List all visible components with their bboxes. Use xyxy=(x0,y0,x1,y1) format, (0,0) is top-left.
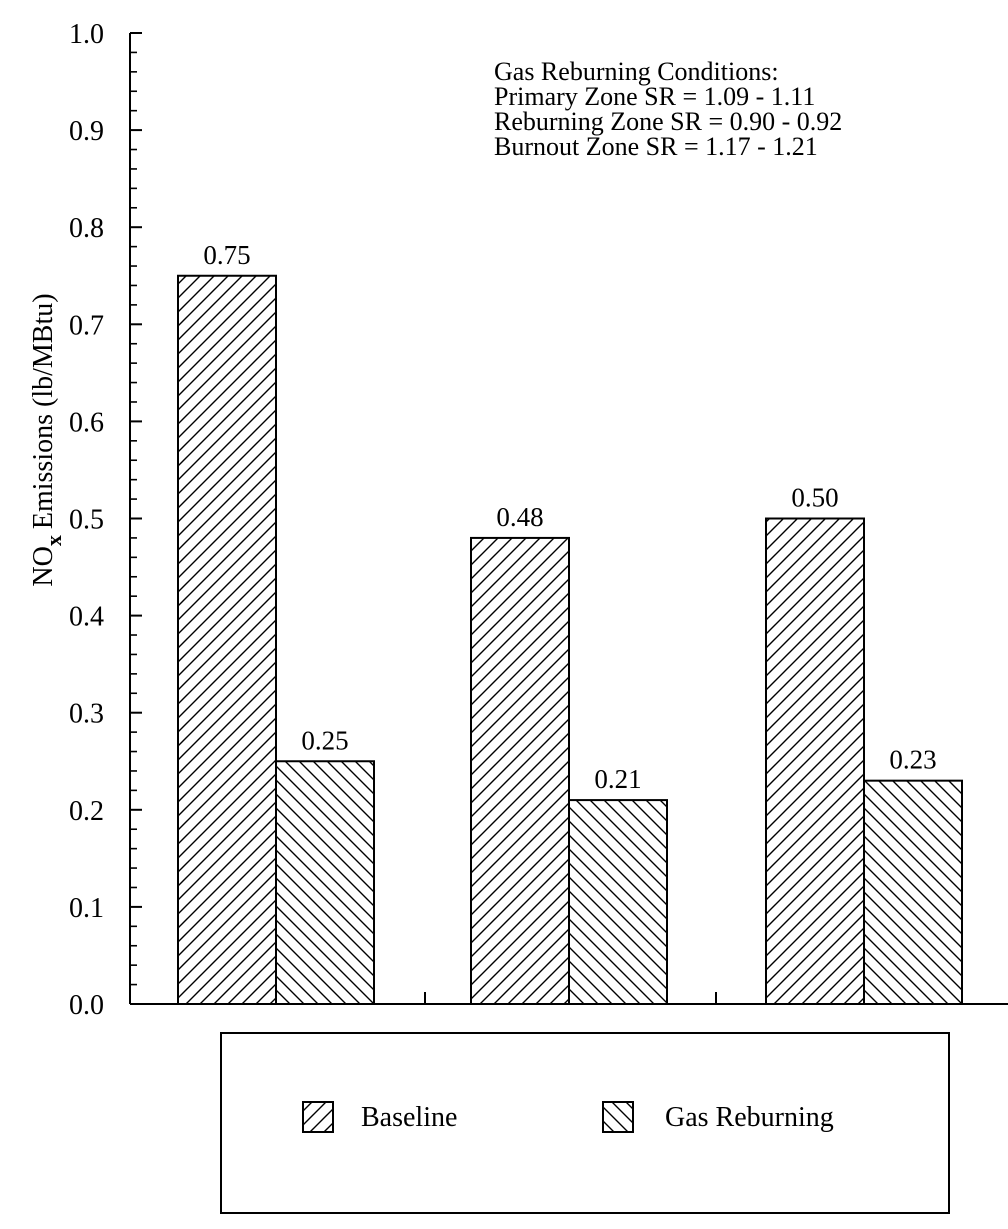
bar-value-label: 0.50 xyxy=(791,483,838,513)
y-tick-label: 0.4 xyxy=(69,602,104,633)
y-axis-ticks: 0.0 0.1 0.2 0.3 0.4 0.5 0.6 0.7 0.8 0.9 1.0 xyxy=(69,19,142,1021)
bar-value-label: 0.48 xyxy=(496,502,543,532)
bar-value-label: 0.23 xyxy=(889,745,936,775)
baseline-bar xyxy=(470,536,570,1005)
conditions-annotation: Gas Reburning Conditions:Primary Zone SR… xyxy=(494,57,842,161)
bars xyxy=(177,274,963,1006)
legend: Baseline Gas Reburning xyxy=(220,1032,950,1214)
y-tick-label: 0.3 xyxy=(69,699,104,730)
value-labels: 0.75 0.25 0.48 0.21 0.50 0.23 xyxy=(203,240,936,794)
y-tick-label: 0.2 xyxy=(69,796,104,827)
legend-swatch-gas-reburning xyxy=(602,1101,634,1133)
bar-value-label: 0.75 xyxy=(203,240,250,270)
y-tick-label: 0.0 xyxy=(69,990,104,1021)
y-tick-label: 0.8 xyxy=(69,213,104,244)
y-tick-label: 0.5 xyxy=(69,505,104,536)
y-tick-label: 0.9 xyxy=(69,116,104,147)
y-axis-label: NOxEmissions (lb/MBtu) xyxy=(28,293,66,586)
y-tick-label: 1.0 xyxy=(69,19,104,50)
bar-value-label: 0.25 xyxy=(301,725,348,755)
annotation-line: Gas Reburning Conditions: xyxy=(494,57,779,86)
y-tick-label: 0.7 xyxy=(69,310,104,341)
gas-reburning-bar xyxy=(863,779,963,1005)
legend-label-baseline: Baseline xyxy=(361,1102,457,1133)
bar-value-label: 0.21 xyxy=(594,764,641,794)
annotation-line: Reburning Zone SR = 0.90 - 0.92 xyxy=(494,107,842,136)
y-tick-label: 0.1 xyxy=(69,893,104,924)
baseline-bar xyxy=(765,517,865,1005)
legend-label-gas-reburning: Gas Reburning xyxy=(665,1102,834,1133)
annotation-line: Primary Zone SR = 1.09 - 1.11 xyxy=(494,82,815,111)
gas-reburning-bar xyxy=(275,760,375,1005)
annotation-line: Burnout Zone SR = 1.17 - 1.21 xyxy=(494,132,818,161)
legend-swatch-baseline xyxy=(302,1101,334,1133)
baseline-bar xyxy=(177,274,277,1005)
y-tick-label: 0.6 xyxy=(69,407,104,438)
legend-box xyxy=(220,1032,950,1214)
gas-reburning-bar xyxy=(568,799,668,1006)
